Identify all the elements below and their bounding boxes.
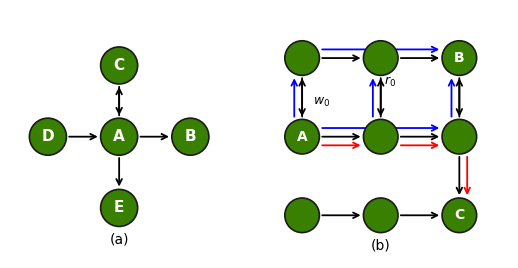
Circle shape — [285, 198, 320, 233]
Text: C: C — [113, 58, 125, 73]
Text: D: D — [41, 129, 54, 144]
Text: $r_0$: $r_0$ — [384, 75, 396, 90]
Circle shape — [364, 198, 398, 233]
Text: A: A — [113, 129, 125, 144]
Circle shape — [172, 118, 209, 155]
Circle shape — [100, 118, 138, 155]
Text: (b): (b) — [371, 238, 391, 252]
Text: B: B — [184, 129, 196, 144]
Text: C: C — [454, 208, 465, 222]
Circle shape — [364, 41, 398, 75]
Text: $w_0$: $w_0$ — [313, 96, 330, 109]
Text: (a): (a) — [109, 232, 129, 246]
Circle shape — [30, 118, 66, 155]
Text: B: B — [454, 51, 465, 65]
Text: E: E — [114, 200, 124, 215]
Text: A: A — [297, 130, 308, 144]
Circle shape — [100, 189, 138, 226]
Circle shape — [364, 119, 398, 154]
Circle shape — [285, 119, 320, 154]
Circle shape — [442, 119, 477, 154]
Circle shape — [285, 41, 320, 75]
Circle shape — [442, 41, 477, 75]
Circle shape — [100, 47, 138, 84]
Circle shape — [442, 198, 477, 233]
